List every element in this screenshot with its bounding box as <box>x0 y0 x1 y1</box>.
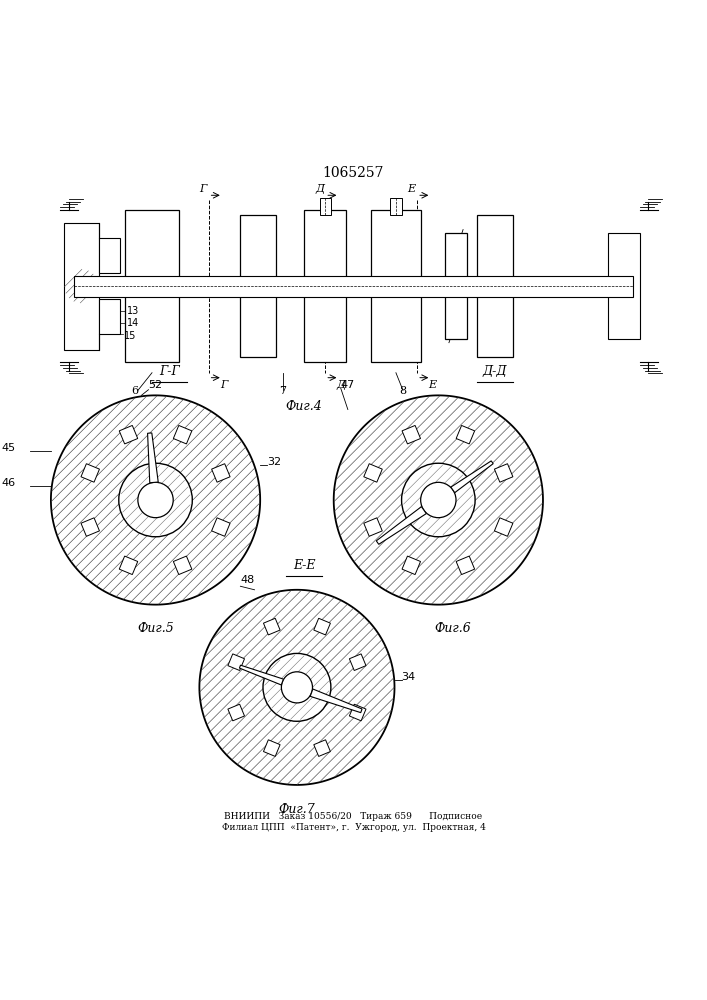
Text: 1065257: 1065257 <box>323 166 384 180</box>
Bar <box>349 704 366 721</box>
Bar <box>119 425 138 444</box>
Text: 32: 32 <box>267 457 281 467</box>
Bar <box>608 233 640 339</box>
Circle shape <box>119 463 192 537</box>
Bar <box>364 518 382 536</box>
Text: 46: 46 <box>1 478 16 488</box>
Text: 33: 33 <box>410 584 424 594</box>
Polygon shape <box>376 507 426 544</box>
Polygon shape <box>310 689 362 713</box>
Bar <box>173 425 192 444</box>
Bar <box>99 238 120 273</box>
Text: 51: 51 <box>325 676 339 686</box>
Text: Г: Г <box>221 380 228 390</box>
Text: 49: 49 <box>184 457 198 467</box>
Text: 54: 54 <box>318 739 332 749</box>
Bar <box>314 740 330 756</box>
Bar <box>64 223 99 350</box>
Bar <box>81 464 100 482</box>
Polygon shape <box>51 395 260 605</box>
Text: 34: 34 <box>402 672 416 682</box>
Bar <box>228 704 245 721</box>
Circle shape <box>421 482 456 518</box>
Text: ВНИИПИ   Заказ 10556/20   Тираж 659      Подписное: ВНИИПИ Заказ 10556/20 Тираж 659 Подписно… <box>224 812 483 821</box>
Text: 8: 8 <box>399 386 407 396</box>
Bar <box>99 299 120 334</box>
Circle shape <box>281 672 312 703</box>
Bar <box>390 198 402 215</box>
Bar <box>264 740 280 756</box>
Text: 13: 13 <box>127 306 139 316</box>
Text: 50: 50 <box>410 556 424 566</box>
Bar <box>608 233 640 339</box>
Circle shape <box>263 653 331 721</box>
Bar <box>402 556 421 575</box>
Bar <box>211 518 230 536</box>
Text: Фиг.6: Фиг.6 <box>434 622 471 635</box>
Bar <box>494 464 513 482</box>
Text: 48: 48 <box>240 575 255 585</box>
Polygon shape <box>451 461 493 493</box>
Bar <box>494 518 513 536</box>
Text: Е-Е: Е-Е <box>293 559 315 572</box>
Text: Г-Г: Г-Г <box>159 365 180 378</box>
Bar <box>402 425 421 444</box>
Polygon shape <box>148 433 158 483</box>
Bar <box>211 464 230 482</box>
Text: Д: Д <box>337 380 345 390</box>
Text: Фиг.5: Фиг.5 <box>137 622 174 635</box>
Text: 6: 6 <box>131 386 138 396</box>
Bar <box>240 215 276 357</box>
Text: Е: Е <box>407 184 416 194</box>
Bar <box>64 223 99 350</box>
Bar <box>445 233 467 339</box>
Polygon shape <box>334 395 543 605</box>
Polygon shape <box>240 665 284 685</box>
Text: Филиал ЦПП  «Патент», г.  Ужгород, ул.  Проектная, 4: Филиал ЦПП «Патент», г. Ужгород, ул. Про… <box>221 823 486 832</box>
Text: 53: 53 <box>445 520 460 530</box>
Bar <box>477 215 513 357</box>
Text: 14: 14 <box>127 318 139 328</box>
Text: Фиг.4: Фиг.4 <box>286 400 322 413</box>
Bar <box>320 198 331 215</box>
Circle shape <box>402 463 475 537</box>
Bar <box>364 464 382 482</box>
Bar <box>264 618 280 635</box>
Text: Е: Е <box>428 380 437 390</box>
Bar <box>126 210 178 362</box>
Bar <box>228 654 245 671</box>
Bar <box>314 618 330 635</box>
Text: Фиг.7: Фиг.7 <box>279 803 315 816</box>
Bar <box>371 210 421 362</box>
Text: Д: Д <box>315 184 324 194</box>
Bar <box>304 210 346 362</box>
Bar <box>119 556 138 575</box>
Bar <box>456 425 474 444</box>
Bar <box>456 556 474 575</box>
Text: 47: 47 <box>341 380 355 390</box>
Text: 15: 15 <box>124 331 136 341</box>
Text: Д-Д: Д-Д <box>483 365 507 378</box>
Text: Г: Г <box>199 184 206 194</box>
Bar <box>349 654 366 671</box>
Polygon shape <box>199 590 395 785</box>
Bar <box>81 518 100 536</box>
Bar <box>173 556 192 575</box>
Text: 7: 7 <box>279 386 286 396</box>
Text: 45: 45 <box>1 443 16 453</box>
Circle shape <box>138 482 173 518</box>
Text: 52: 52 <box>148 380 163 390</box>
Bar <box>74 276 633 297</box>
